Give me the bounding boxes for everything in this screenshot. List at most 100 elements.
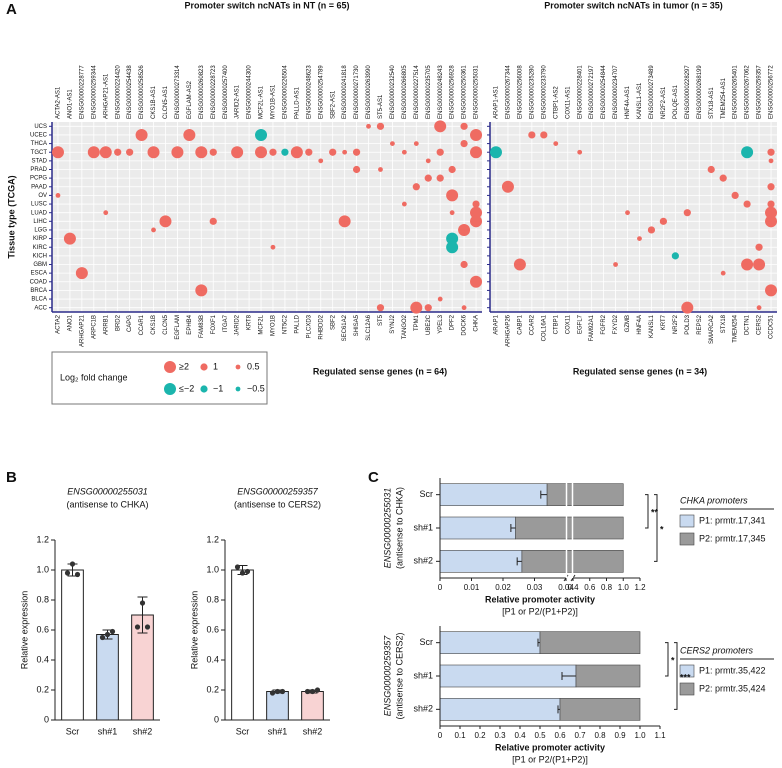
tissue-label: COAD <box>30 279 48 285</box>
data-point <box>274 688 281 695</box>
dot <box>390 141 395 146</box>
ncnat-label: ENSG00000226504 <box>282 65 288 119</box>
gene-label: COL16A1 <box>541 314 547 341</box>
dot <box>470 128 483 141</box>
legend-label: P2: prmtr.17,345 <box>699 533 766 543</box>
ncnat-label: ENSG00000260823 <box>199 65 205 119</box>
dot <box>741 258 754 271</box>
dot <box>412 183 420 191</box>
y-tick-label: sh#1 <box>413 670 433 680</box>
dot <box>460 139 468 148</box>
y-tick-label: 0.2 <box>36 684 49 694</box>
dot <box>448 165 456 174</box>
y-tick-label: sh#2 <box>413 704 433 714</box>
gene-label: FOXF1 <box>211 314 217 334</box>
x-tick-label: 0 <box>438 583 443 592</box>
x-tick-label: 0.9 <box>614 731 626 740</box>
gene-label: ARHGAP26 <box>506 314 512 347</box>
dot <box>378 167 383 172</box>
chart-title: Promoter switch ncNATs in NT (n = 65) <box>185 0 350 10</box>
bar <box>231 569 254 721</box>
tissue-label: UCS <box>34 124 47 130</box>
ncnat-label: ENSG00000228723 <box>211 65 217 119</box>
legend-dot <box>200 363 208 371</box>
dot <box>269 148 277 156</box>
legend-title: Log₂ fold change <box>60 372 128 382</box>
dot <box>767 148 775 156</box>
ncnat-label: ENSG00000256008 <box>517 65 523 119</box>
gene-label: SEC61A2 <box>342 314 348 341</box>
legend-label: P1: prmtr.17,341 <box>699 515 766 525</box>
dot <box>437 296 443 302</box>
dot <box>425 158 431 164</box>
plot-background <box>490 122 777 312</box>
ncnat-label: ENSG00000273489 <box>649 65 655 119</box>
ncnat-label: ENSG00000256928 <box>450 65 456 119</box>
dot <box>707 165 715 174</box>
tissue-label: THCA <box>31 141 47 147</box>
ncnat-label: ENSG00000272197 <box>589 65 595 119</box>
x-tick-label: 0.03 <box>527 583 543 592</box>
y-tick-label: 0.6 <box>36 624 49 634</box>
ncnat-label: ENSG00000267062 <box>745 65 751 119</box>
gene-label: EPHB4 <box>187 314 193 334</box>
dot <box>540 131 548 139</box>
bar <box>301 691 324 721</box>
y-tick-label: 0.4 <box>36 654 49 664</box>
x-tick-label: 0.7 <box>574 731 586 740</box>
data-point <box>64 570 71 576</box>
dot <box>767 200 775 208</box>
data-point <box>244 568 251 575</box>
data-point <box>234 564 241 570</box>
tissue-label: PCPG <box>30 176 47 182</box>
gene-label: MYO1B <box>271 315 277 336</box>
ncnat-label: ENSG00000271730 <box>354 65 360 119</box>
ncnat-label: ST5-AS1 <box>378 94 384 119</box>
gene-label: DCTN1 <box>745 314 751 335</box>
tissue-label: BLCA <box>31 297 47 303</box>
data-point <box>74 571 81 578</box>
ncnat-label: ENSG00000255031 <box>474 65 480 119</box>
panel-label: B <box>6 469 17 486</box>
ncnat-label: ENSG00000254789 <box>318 65 324 119</box>
tissue-label: TGCT <box>31 150 48 156</box>
x-axis-subtitle: [P1 or P2/(P1+P2)] <box>502 606 578 616</box>
dot <box>436 174 444 182</box>
gene-label: KRT8 <box>247 314 253 330</box>
ncnat-label: ENSG00000224420 <box>115 65 121 119</box>
ncnat-label: ENSG00000235280 <box>529 65 535 119</box>
ncnat-label: ENSG00000257400 <box>223 65 229 119</box>
x-tick-label: 1.2 <box>634 583 646 592</box>
legend-dot <box>235 364 241 370</box>
tissue-label: KIRP <box>33 236 47 242</box>
dot <box>765 215 778 228</box>
ncnat-label: ENSG00000228297 <box>685 65 691 119</box>
dot <box>114 148 122 156</box>
dot <box>99 146 112 159</box>
x-tick-label: 0.01 <box>464 583 480 592</box>
dot <box>171 146 184 159</box>
significance-label: *** <box>680 672 691 682</box>
y-tick-label: 0.8 <box>36 594 49 604</box>
gene-label: TANGO2 <box>402 314 408 339</box>
ncnat-label: ENSG00000248243 <box>438 65 444 119</box>
dot <box>753 258 766 271</box>
dot <box>577 149 583 155</box>
chart-title: ENSG00000259357 <box>237 486 319 496</box>
gene-label: CCDC51 <box>769 314 775 339</box>
gene-label: CAPG <box>127 315 133 332</box>
dot <box>195 146 208 159</box>
dot <box>681 301 694 314</box>
bar-segment <box>439 516 516 540</box>
dot <box>55 193 61 198</box>
data-point <box>279 688 286 695</box>
ncnat-label: CKS1B-AS1 <box>151 85 157 119</box>
dot <box>51 146 64 159</box>
ncnat-label: ENSG00000267344 <box>506 65 512 119</box>
legend-label: 1 <box>213 361 218 371</box>
dot <box>87 146 100 159</box>
ncnat-label: ENSG00000254438 <box>127 65 133 119</box>
gene-label: KRT7 <box>661 314 667 330</box>
dot <box>659 217 667 225</box>
y-axis-title: ENSG00000255031 <box>382 488 392 569</box>
